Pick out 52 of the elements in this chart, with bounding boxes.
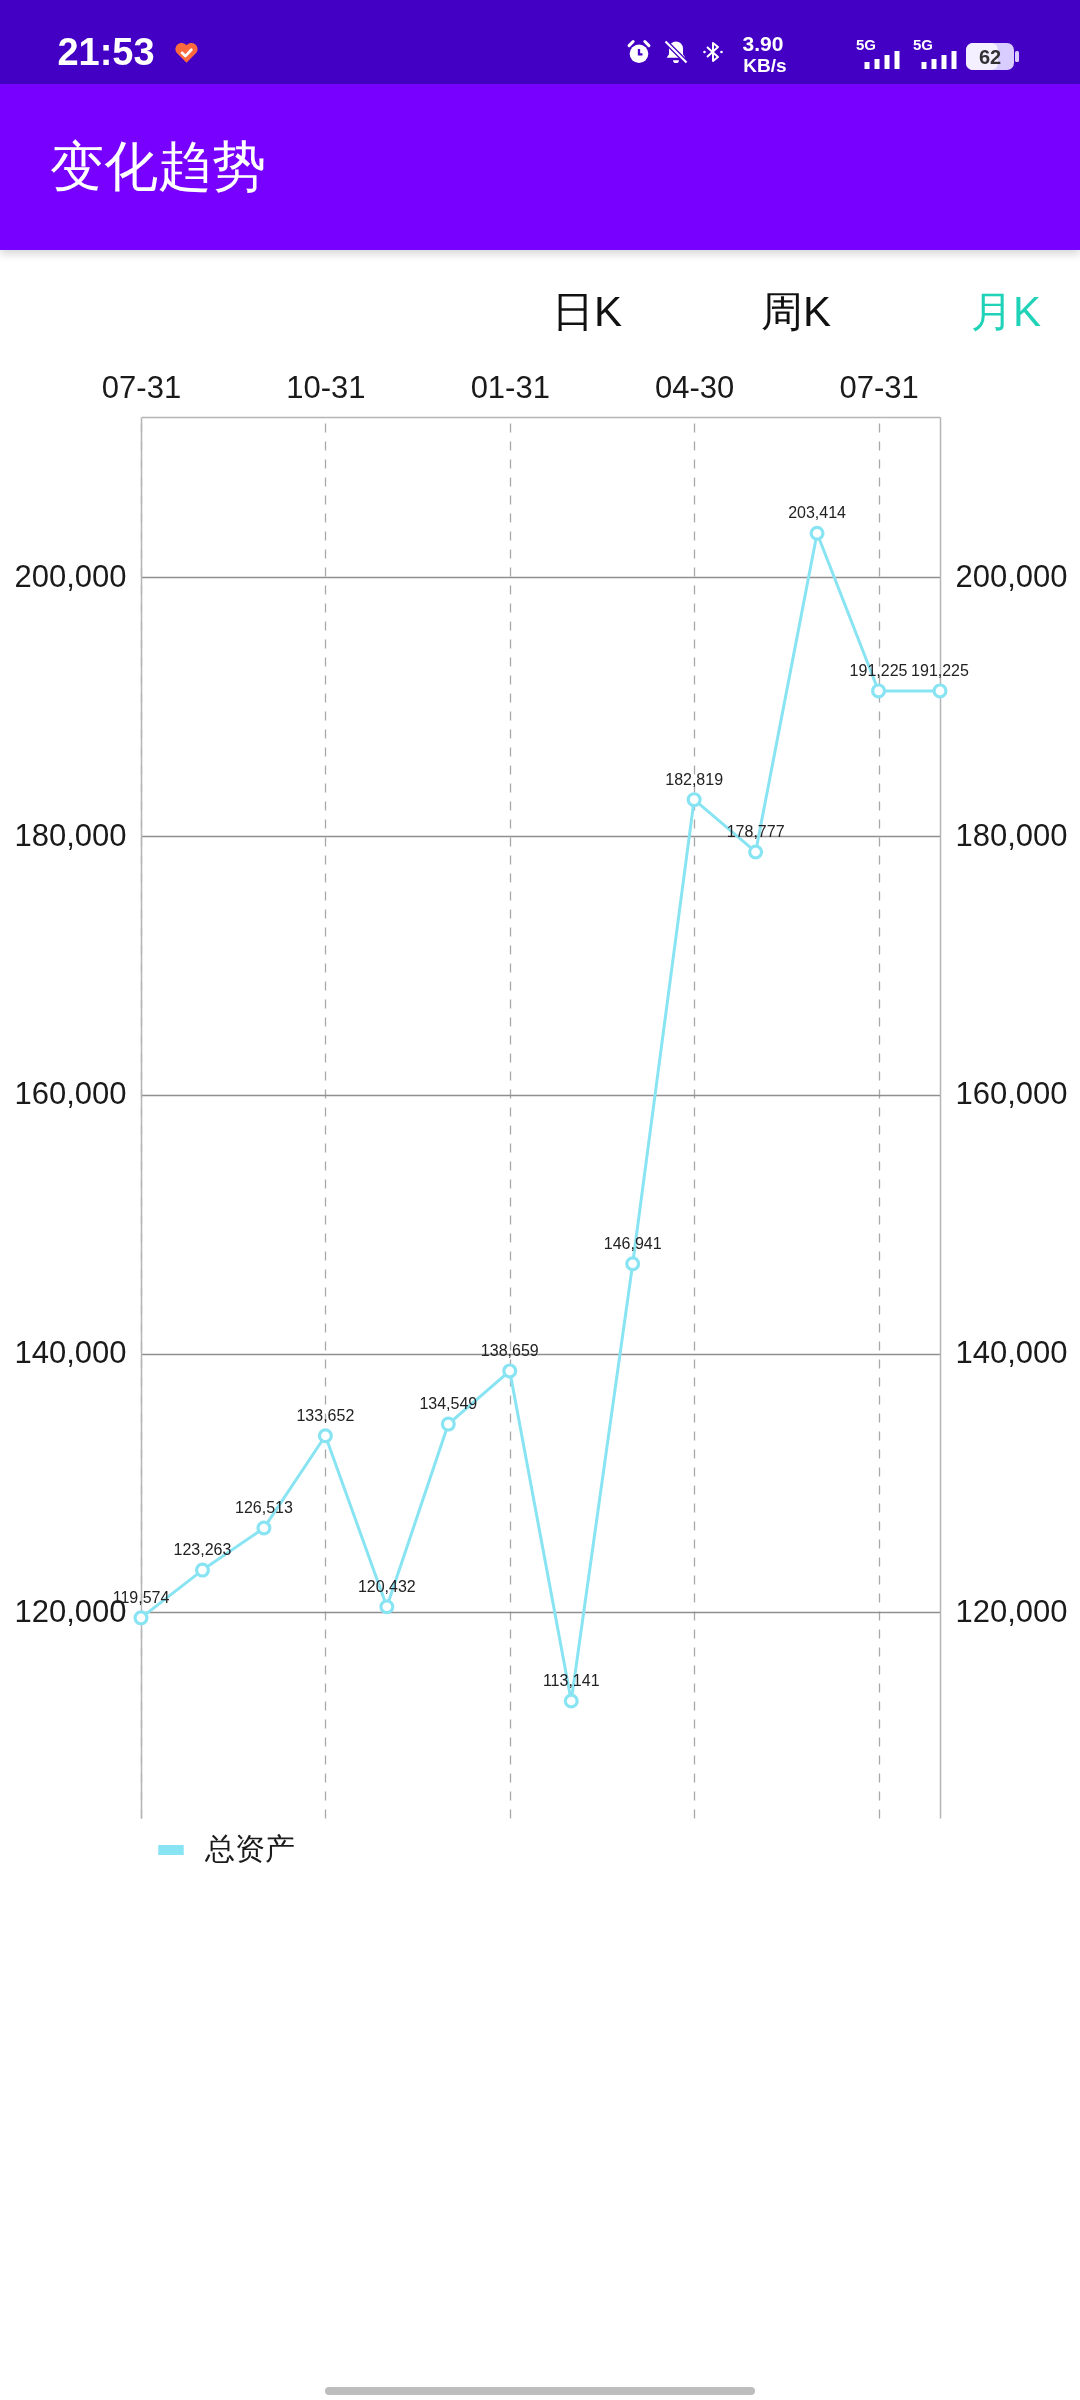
point [563,1693,579,1709]
point [317,1428,333,1444]
point [256,1520,272,1536]
data-label: 191,225 [911,661,970,679]
text: 日K [551,288,623,335]
data-label: 133,652 [296,1406,355,1424]
point [809,525,825,541]
text: 5G [912,35,934,53]
point [686,792,702,808]
y-tick-label: 160,000 [14,1076,127,1112]
point [871,683,887,699]
y2-tick-label: 180,000 [955,817,1068,853]
data-label: 123,263 [173,1541,232,1559]
y-tick-label: 140,000 [14,1335,127,1371]
legend-label: 总资产 [204,1831,295,1866]
y2-tick-label: 160,000 [955,1076,1068,1112]
data-label: 120,432 [357,1577,416,1595]
text: KB/s [743,54,787,76]
data-label: 126,513 [235,1499,293,1517]
data-label: 113,141 [542,1672,600,1690]
y-tick-label: 200,000 [14,558,127,594]
text: 21:53 [57,31,155,73]
x-tick-label: 01-31 [470,369,550,405]
x-tick-label: 10-31 [286,369,366,405]
data-label: 134,549 [419,1395,478,1413]
chart-title: 变化趋势 [50,134,266,200]
text: 3.90 [742,31,784,55]
x-tick-label: 07-31 [101,369,182,405]
point [440,1416,456,1432]
point [932,683,948,699]
data-label: 138,659 [480,1341,539,1359]
x-tick-label: 04-30 [655,369,735,405]
point [194,1562,210,1578]
data-label: 203,414 [788,504,847,522]
text: 周K [760,288,832,335]
point [379,1599,395,1615]
text: 62 [978,46,1002,68]
point [625,1256,641,1272]
y2-tick-label: 120,000 [955,1593,1068,1629]
data-label: 146,941 [603,1234,662,1252]
point [133,1610,149,1626]
data-label: 178,777 [726,822,785,840]
point [502,1363,518,1379]
y2-tick-label: 200,000 [955,558,1068,594]
x-tick-label: 07-31 [839,369,919,405]
point [748,844,764,860]
data-label: 182,819 [665,770,724,788]
y-tick-label: 180,000 [14,817,127,853]
y2-tick-label: 140,000 [955,1335,1068,1371]
text: 5G [855,35,877,53]
text: 月K [970,288,1042,335]
data-label: 191,225 [849,661,908,679]
